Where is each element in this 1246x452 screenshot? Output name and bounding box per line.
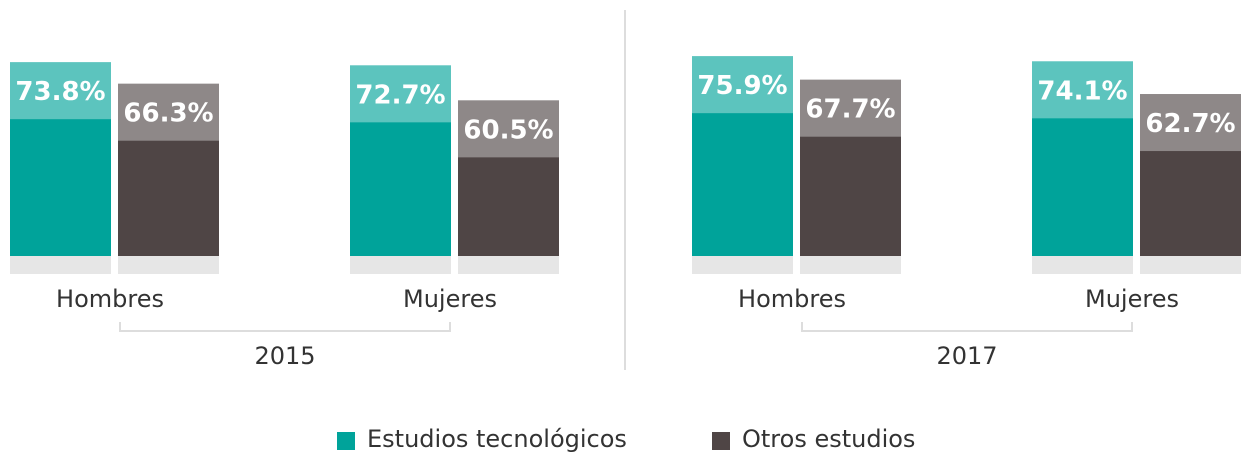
bar-base xyxy=(458,256,559,274)
legend-label: Estudios tecnológicos xyxy=(367,425,627,452)
bar-base xyxy=(800,256,901,274)
value-label: 66.3% xyxy=(123,99,213,129)
bar-cap xyxy=(350,65,451,123)
bar xyxy=(118,83,219,275)
bar-cap xyxy=(458,100,559,158)
bar-base xyxy=(350,256,451,274)
bar-cap xyxy=(1140,94,1241,152)
group-bracket xyxy=(801,322,1133,332)
panel-label: 2017 xyxy=(936,342,997,370)
bar-base xyxy=(1140,256,1241,274)
bar xyxy=(1140,94,1241,275)
value-label: 73.8% xyxy=(15,77,105,107)
value-label: 62.7% xyxy=(1145,109,1235,139)
value-label: 74.1% xyxy=(1037,76,1127,106)
bar xyxy=(10,62,111,274)
category-label: Hombres xyxy=(56,285,164,313)
bar xyxy=(692,56,793,275)
value-label: 72.7% xyxy=(355,80,445,110)
legend-swatch xyxy=(337,432,355,450)
bar xyxy=(1032,61,1133,274)
category-label: Hombres xyxy=(738,285,846,313)
category-label: Mujeres xyxy=(1085,285,1179,313)
bar-base xyxy=(118,256,219,274)
bar-cap xyxy=(10,62,111,120)
bar-cap xyxy=(692,56,793,114)
value-label: 75.9% xyxy=(697,71,787,101)
bar xyxy=(800,79,901,275)
bar-base xyxy=(10,256,111,274)
bar-base xyxy=(692,256,793,274)
bar-cap xyxy=(1032,61,1133,119)
category-label: Mujeres xyxy=(403,285,497,313)
value-label: 60.5% xyxy=(463,115,553,145)
bar-base xyxy=(1032,256,1133,274)
bar xyxy=(350,65,451,274)
group-bracket xyxy=(119,322,451,332)
bar-cap xyxy=(118,83,219,141)
bar xyxy=(458,100,559,275)
legend-label: Otros estudios xyxy=(742,425,915,452)
panel-label: 2015 xyxy=(254,342,315,370)
bar-cap xyxy=(800,79,901,137)
value-label: 67.7% xyxy=(805,95,895,125)
legend-swatch xyxy=(712,432,730,450)
